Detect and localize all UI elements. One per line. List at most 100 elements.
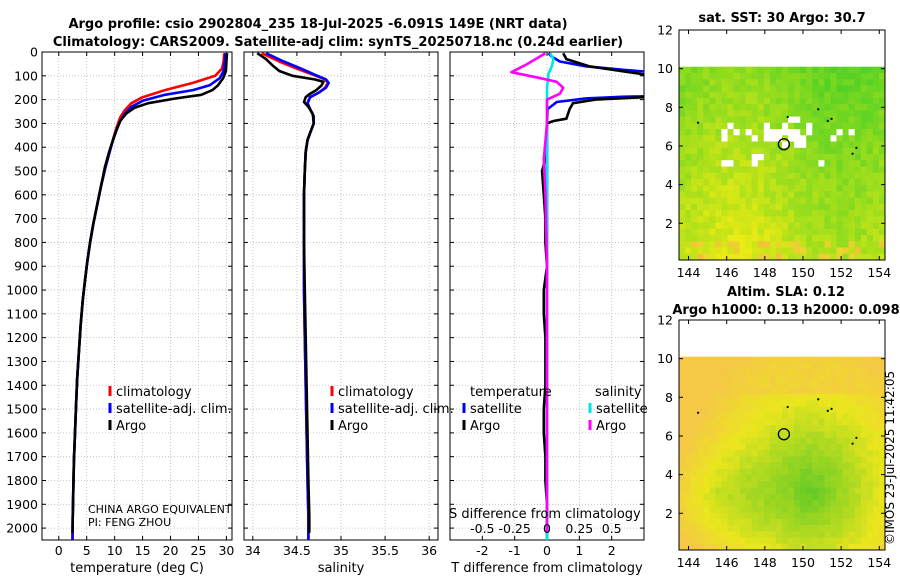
sst-map-cells	[679, 66, 886, 261]
depth-tick-label: 1700	[6, 449, 38, 464]
depth-tick-label: 900	[14, 259, 38, 274]
series-differences-t-argo	[562, 52, 644, 76]
temperature-profile-panel: 0100200300400500600700800900100011001200…	[6, 45, 234, 577]
depth-tick-label: 1600	[6, 425, 38, 440]
temperature-xtick-label: 10	[107, 543, 123, 558]
legend-temperature-label-climatology: climatology	[116, 385, 192, 400]
legend-diff-s-label-satellite: satellite	[596, 402, 648, 417]
figure-title-line1: Argo profile: csio 2902804_235 18-Jul-20…	[68, 17, 567, 32]
temperature-xtick-label: 25	[191, 543, 207, 558]
s-diff-tick-label: -0.25	[498, 521, 530, 536]
depth-tick-label: 1200	[6, 330, 38, 345]
differences-xtick-label: -1	[508, 543, 520, 558]
differences-xtick-label: 2	[608, 543, 616, 558]
float-owner-note: CHINA ARGO EQUIVALENT	[88, 503, 232, 516]
legend-temperature-label-argo: Argo	[116, 419, 146, 434]
temperature-xlabel: temperature (deg C)	[70, 561, 204, 576]
legend-temperature-label-satellite-adj-clim: satellite-adj. clim.	[116, 402, 232, 417]
legend-salinity-label-climatology: climatology	[338, 385, 414, 400]
s-diff-tick-label: 0.25	[565, 521, 593, 536]
figure-title-line2: Climatology: CARS2009. Satellite-adj cli…	[53, 35, 623, 50]
imos-credit: ©IMOS 23-Jul-2025 11:42:05	[883, 371, 897, 545]
sla-map-ytick-label: 4	[665, 467, 673, 482]
sla-map-title-line2: Argo h1000: 0.13 h2000: 0.098	[672, 303, 899, 318]
differences-xtick-label: 0	[543, 543, 551, 558]
depth-tick-label: 600	[14, 187, 38, 202]
s-diff-tick-label: -0.5	[470, 521, 494, 536]
depth-tick-label: 1900	[6, 497, 38, 512]
sla-map-island	[855, 436, 858, 439]
sla-map-xtick-label: 152	[829, 555, 853, 570]
sst-map-ytick-label: 12	[657, 23, 673, 38]
differences-xtick-label: -2	[476, 543, 488, 558]
sst-profile-location-marker	[777, 138, 791, 151]
legend-temperature-title: temperature	[470, 385, 552, 400]
sst-map-xtick-label: 152	[829, 265, 853, 280]
sla-map-xtick-label: 148	[753, 555, 777, 570]
difference-profile-panel: -2 -1 0 1 2 T difference from climatology temp…	[449, 51, 648, 576]
salinity-xlabel: salinity	[318, 561, 365, 576]
sst-map-xtick-label: 146	[715, 265, 739, 280]
sst-map-xtick-label: 148	[753, 265, 777, 280]
legend-salinity-title: salinity	[595, 385, 642, 400]
depth-tick-label: 1000	[6, 283, 38, 298]
legend-salinity-label-argo: Argo	[338, 419, 368, 434]
depth-tick-label: 0	[30, 45, 38, 60]
sla-profile-location-marker	[777, 428, 791, 441]
sst-map-xtick-label: 144	[677, 265, 701, 280]
sst-map-ytick-label: 8	[665, 100, 673, 115]
sla-map-ytick-label: 2	[665, 506, 673, 521]
sla-map-ytick-label: 12	[657, 313, 673, 328]
sst-map-xtick-label: 154	[867, 265, 891, 280]
salinity-xtick-label: 36	[421, 543, 437, 558]
sla-map-xtick-label: 150	[791, 555, 815, 570]
series-temperature-argo	[71, 53, 229, 533]
salinity-xtick-label: 35.5	[371, 543, 399, 558]
temperature-axes-box	[41, 51, 233, 541]
differences-xlabel: T difference from climatology	[450, 561, 643, 576]
depth-tick-label: 400	[14, 140, 38, 155]
legend-salinity-label-satellite-adj-clim: satellite-adj. clim.	[338, 402, 454, 417]
sst-map-ytick-label: 4	[665, 177, 673, 192]
sst-map-ytick-label: 2	[665, 216, 673, 231]
series-salinity-argo	[256, 52, 325, 533]
legend-diff-s-label-argo: Argo	[596, 419, 626, 434]
sst-map-xtick-label: 150	[791, 265, 815, 280]
depth-tick-label: 2000	[6, 521, 38, 536]
temperature-xtick-label: 5	[83, 543, 91, 558]
temperature-xtick-label: 30	[218, 543, 234, 558]
sla-map-frame	[678, 319, 886, 551]
sla-map-xtick-label: 146	[715, 555, 739, 570]
legend-diff-t-label-argo: Argo	[470, 419, 500, 434]
s-diff-axis-title: S difference from climatology	[449, 507, 641, 522]
sla-map-ytick-label: 6	[665, 428, 673, 443]
salinity-xtick-label: 34.5	[283, 543, 311, 558]
salinity-xtick-label: 35	[333, 543, 349, 558]
sla-map-island	[786, 405, 789, 409]
sla-map-cells	[679, 356, 886, 551]
differences-xtick-label: 1	[575, 543, 583, 558]
sst-map-title: sat. SST: 30 Argo: 30.7	[698, 11, 865, 26]
s-diff-tick-label: 0	[543, 521, 551, 536]
depth-tick-label: 200	[14, 92, 38, 107]
salinity-profile-panel: 34 34.5 35 35.5 36 salinity climatology satelli…	[243, 51, 454, 576]
float-pi-note: PI: FENG ZHOU	[88, 516, 171, 529]
sla-map-xtick-label: 144	[677, 555, 701, 570]
sla-map-ytick-label: 10	[657, 351, 673, 366]
sst-map-island	[826, 119, 829, 122]
depth-tick-label: 300	[14, 116, 38, 131]
depth-tick-label: 1500	[6, 402, 38, 417]
sla-map-island	[696, 411, 700, 414]
sla-map-panel: 144 146 148 150 152 154 2 4 6 8 10 12	[657, 313, 891, 571]
depth-tick-label: 500	[14, 164, 38, 179]
depth-tick-label: 800	[14, 235, 38, 250]
s-diff-tick-label: 0.5	[602, 521, 622, 536]
sla-map-island	[826, 409, 829, 412]
temperature-xtick-label: 0	[55, 543, 63, 558]
sst-map-island	[696, 121, 700, 124]
depth-tick-label: 700	[14, 211, 38, 226]
sst-map-island	[817, 108, 820, 111]
depth-tick-label: 1800	[6, 473, 38, 488]
depth-tick-label: 1300	[6, 354, 38, 369]
depth-tick-label: 1400	[6, 378, 38, 393]
